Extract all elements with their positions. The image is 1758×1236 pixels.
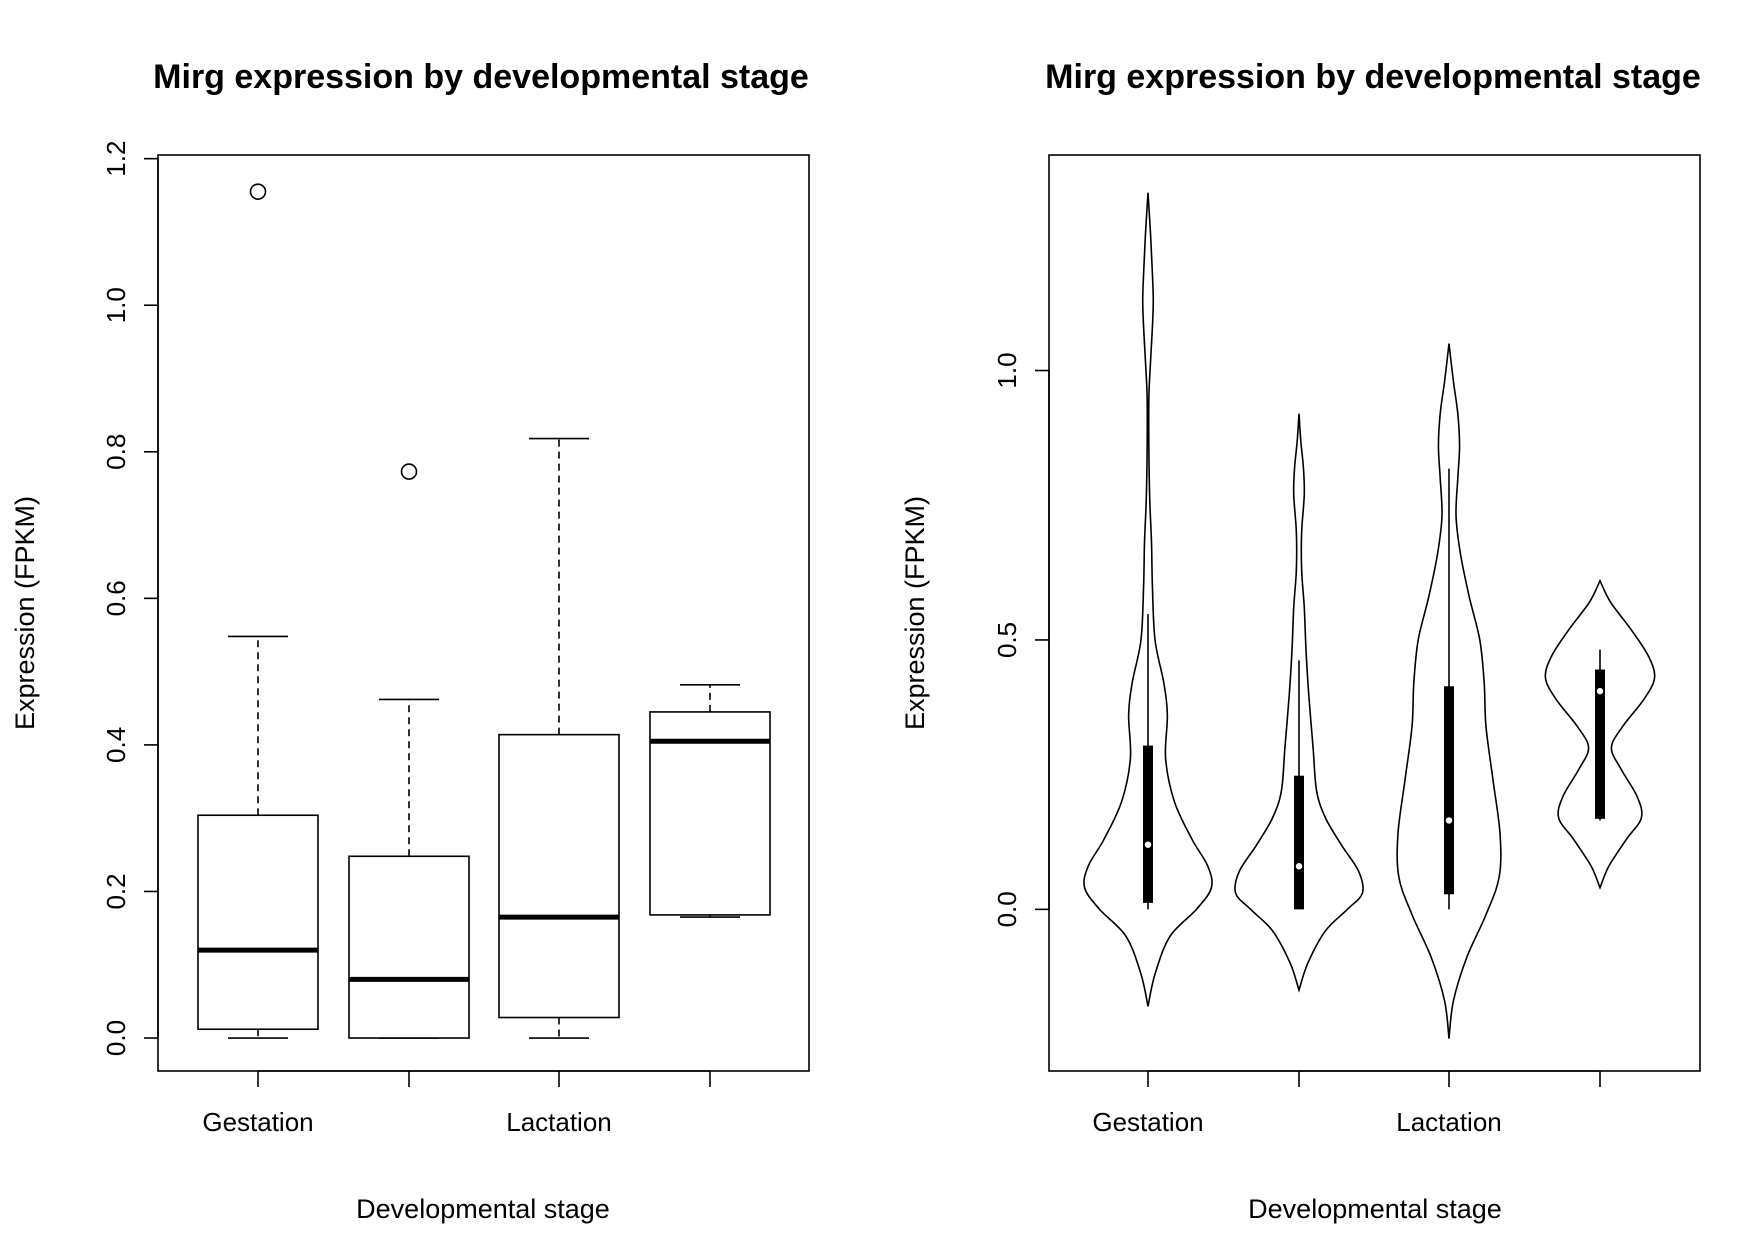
boxplot-x-axis-label: Developmental stage xyxy=(356,1194,610,1224)
violin-group xyxy=(1083,192,1213,1007)
violin-x-tick-label: Lactation xyxy=(1396,1107,1502,1137)
boxplot-y-tick-label: 0.6 xyxy=(101,580,131,616)
violin-iqr-bar xyxy=(1294,775,1304,910)
violin-group xyxy=(1544,578,1656,890)
box-iqr xyxy=(348,855,470,1039)
violin-x-axis-label: Developmental stage xyxy=(1248,1194,1502,1224)
violin-y-tick-label: 1.0 xyxy=(992,352,1022,388)
violin-median-point xyxy=(1596,687,1604,695)
violin-x-tick-label: Gestation xyxy=(1092,1107,1203,1137)
boxplot-y-axis: 0.0 0.2 0.4 0.6 0.8 1.0 1.2 xyxy=(101,141,159,1056)
violin-shape xyxy=(1396,343,1502,1039)
boxplot-y-axis-label: Expression (FPKM) xyxy=(10,496,40,730)
violin-median-point xyxy=(1144,841,1152,848)
violin-panel: Mirg expression by developmental stage D… xyxy=(900,58,1701,1224)
box-group xyxy=(498,437,620,1039)
violin-x-axis: Gestation Lactation xyxy=(1092,1070,1601,1137)
violin-plot-frame xyxy=(1048,154,1701,1072)
violin-iqr-bar xyxy=(1444,686,1454,895)
violin-median-point xyxy=(1295,863,1303,870)
box-group xyxy=(348,463,470,1039)
boxplot-y-tick-label: 1.2 xyxy=(101,141,131,177)
boxplot-y-tick-label: 0.8 xyxy=(101,434,131,470)
violin-y-axis: 0.0 0.5 1.0 xyxy=(992,352,1050,927)
box-group xyxy=(197,183,319,1039)
violin-title: Mirg expression by developmental stage xyxy=(1045,58,1701,96)
violin-group xyxy=(1234,413,1364,993)
boxplot-y-tick-label: 1.0 xyxy=(101,287,131,323)
boxplot-x-axis: Gestation Lactation xyxy=(202,1070,711,1137)
boxplot-marks xyxy=(197,183,771,1039)
box-group xyxy=(649,684,771,918)
violin-y-axis-label: Expression (FPKM) xyxy=(900,496,930,730)
boxplot-y-tick-label: 0.2 xyxy=(101,873,131,909)
box-iqr xyxy=(649,711,771,916)
box-outlier-point xyxy=(400,463,418,480)
violin-shape xyxy=(1083,192,1213,1007)
violin-group xyxy=(1396,343,1502,1039)
violin-median-point xyxy=(1445,817,1453,824)
violin-shape xyxy=(1544,578,1656,890)
violin-y-tick-label: 0.0 xyxy=(992,891,1022,927)
boxplot-y-tick-label: 0.0 xyxy=(101,1020,131,1056)
violin-y-tick-label: 0.5 xyxy=(992,622,1022,658)
boxplot-panel: Mirg expression by developmental stage D… xyxy=(10,58,810,1224)
box-iqr xyxy=(197,814,319,1031)
boxplot-y-tick-label: 0.4 xyxy=(101,727,131,763)
boxplot-x-tick-label: Lactation xyxy=(506,1107,612,1137)
boxplot-x-tick-label: Gestation xyxy=(202,1107,313,1137)
box-iqr xyxy=(498,733,620,1019)
violin-marks xyxy=(1083,192,1656,1039)
violin-iqr-bar xyxy=(1595,669,1605,819)
violin-shape xyxy=(1234,413,1364,993)
boxplot-title: Mirg expression by developmental stage xyxy=(153,58,809,96)
box-outlier-point xyxy=(249,183,267,200)
violin-iqr-bar xyxy=(1143,745,1153,903)
